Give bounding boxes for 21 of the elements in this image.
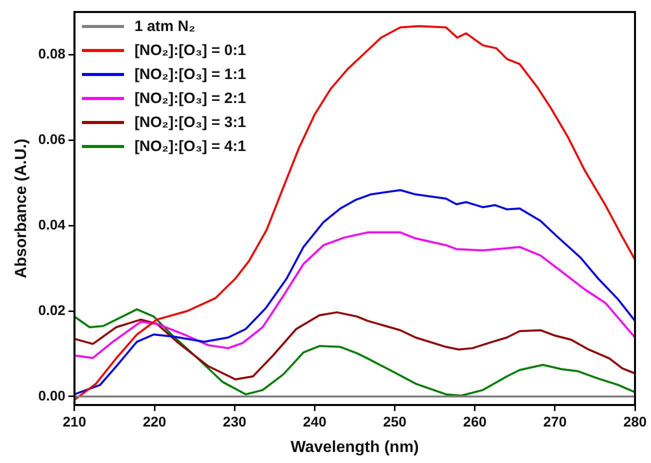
y-axis-title: Absorbance (A.U.) <box>13 138 30 278</box>
legend-label: [NO₂]:[O₃] = 0:1 <box>134 42 246 58</box>
legend-label: [NO₂]:[O₃] = 2:1 <box>134 90 246 106</box>
y-tick-label: 0.06 <box>38 131 66 148</box>
x-tick-label: 230 <box>222 413 246 430</box>
legend-label: [NO₂]:[O₃] = 1:1 <box>134 66 246 82</box>
x-tick-label: 250 <box>383 413 407 430</box>
y-tick-label: 0.08 <box>38 46 66 62</box>
x-tick-label: 240 <box>303 413 327 430</box>
x-tick-label: 270 <box>543 413 567 430</box>
y-tick-label: 0.02 <box>38 302 66 318</box>
legend-label: [NO₂]:[O₃] = 4:1 <box>134 138 246 154</box>
x-axis-title: Wavelength (nm) <box>290 438 419 456</box>
legend-label: 1 atm N₂ <box>134 18 196 34</box>
x-tick-label: 260 <box>463 413 487 430</box>
legend-label: [NO₂]:[O₃] = 3:1 <box>134 114 246 130</box>
x-tick-label: 220 <box>142 413 166 430</box>
y-tick-label: 0.04 <box>38 216 66 232</box>
x-tick-label: 280 <box>623 413 647 430</box>
y-tick-label: 0.00 <box>38 387 66 404</box>
x-tick-label: 210 <box>62 413 86 430</box>
